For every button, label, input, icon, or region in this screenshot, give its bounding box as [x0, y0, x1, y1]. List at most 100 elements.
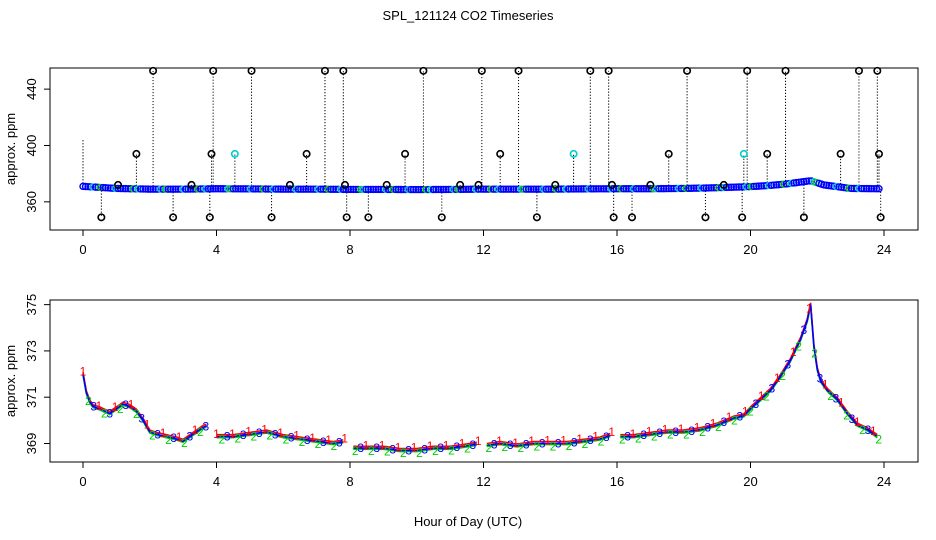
- bottom-data-symbol: 1: [790, 345, 797, 359]
- top-data-point: [206, 185, 215, 193]
- bottom-data-symbol: 3: [624, 430, 631, 444]
- top-y-axis-label: approx. ppm: [3, 113, 18, 185]
- top-data-point: [181, 185, 190, 193]
- top-data-point: [199, 185, 207, 193]
- top-data-point: [164, 185, 172, 193]
- top-data-point: [737, 183, 746, 191]
- top-data-point: [404, 185, 413, 194]
- bottom-data-symbol: 2: [715, 420, 722, 434]
- top-data-point: [534, 185, 543, 193]
- top-spike-point: [382, 180, 391, 189]
- bottom-series-line-blue: [353, 443, 477, 452]
- bottom-x-tick-label: 4: [213, 474, 220, 489]
- bottom-series-line-red: [82, 372, 207, 441]
- top-data-point: [599, 185, 608, 193]
- top-spike-point: [586, 66, 595, 75]
- top-data-point: [862, 184, 871, 193]
- top-data-point: [860, 184, 868, 193]
- top-spike-point: [132, 149, 141, 158]
- top-data-point: [685, 184, 693, 193]
- top-data-point: [216, 185, 225, 193]
- top-data-point: [247, 185, 255, 193]
- top-data-point: [710, 184, 718, 192]
- top-data-point: [619, 185, 628, 193]
- bottom-y-tick-label: 371: [24, 386, 39, 408]
- bottom-data-symbol: 1: [341, 432, 348, 446]
- top-data-point: [119, 184, 127, 193]
- bottom-data-symbol: 2: [197, 425, 204, 439]
- bottom-data-symbol: 1: [213, 427, 220, 441]
- top-data-point: [221, 185, 230, 193]
- top-data-point: [705, 184, 713, 192]
- bottom-data-symbol: 3: [469, 438, 476, 452]
- top-data-point: [777, 180, 786, 189]
- top-data-point: [196, 185, 205, 193]
- top-data-point: [204, 185, 212, 193]
- top-data-point: [549, 185, 558, 193]
- bottom-data-symbol: 1: [822, 378, 829, 392]
- top-data-point: [226, 185, 235, 193]
- bottom-data-symbol: 2: [843, 408, 850, 422]
- top-data-point: [282, 185, 290, 193]
- top-data-point: [577, 185, 585, 193]
- top-data-point: [394, 185, 403, 194]
- bottom-data-symbol: 2: [368, 444, 375, 458]
- bottom-data-symbol: 1: [379, 438, 386, 452]
- bottom-data-symbol: 1: [475, 434, 482, 448]
- bottom-data-symbol: 1: [144, 418, 151, 432]
- top-spike-point: [419, 66, 428, 75]
- bottom-series-line-red: [486, 432, 611, 445]
- bottom-data-symbol: 3: [437, 441, 444, 455]
- bottom-data-symbol: 2: [875, 432, 882, 446]
- top-data-point: [522, 185, 530, 193]
- bottom-data-symbol: 1: [694, 420, 701, 434]
- top-spike-point: [187, 180, 196, 189]
- top-data-point: [772, 181, 781, 189]
- top-data-point: [855, 184, 863, 193]
- top-data-point: [499, 185, 508, 193]
- bottom-series-line-green: [353, 444, 477, 453]
- top-data-point: [144, 185, 152, 193]
- top-data-point: [735, 183, 743, 191]
- top-data-point: [149, 185, 157, 193]
- bottom-data-symbol: 3: [704, 421, 711, 435]
- top-spike-point: [664, 149, 673, 158]
- bottom-series-line-blue: [216, 431, 344, 445]
- bottom-y-axis-label: approx. ppm: [3, 345, 18, 417]
- bottom-data-symbol: 2: [101, 407, 108, 421]
- top-data-point: [434, 185, 443, 194]
- top-data-point: [532, 185, 540, 193]
- top-data-point: [104, 184, 112, 192]
- bottom-data-symbol: 3: [138, 411, 145, 425]
- top-data-point: [191, 185, 200, 193]
- top-data-point: [166, 185, 175, 193]
- bottom-x-tick-label: 20: [743, 474, 757, 489]
- top-data-point: [850, 184, 858, 193]
- top-data-point: [629, 185, 638, 193]
- top-data-point: [314, 185, 322, 193]
- bottom-data-symbol: 3: [90, 400, 97, 414]
- top-spike-point: [474, 180, 483, 189]
- top-data-point: [302, 185, 310, 193]
- top-data-point: [154, 185, 162, 193]
- bottom-data-symbol: 3: [389, 442, 396, 456]
- top-data-point: [449, 185, 458, 194]
- bottom-data-symbol: 3: [186, 430, 193, 444]
- bottom-data-symbol: 2: [550, 439, 557, 453]
- top-data-point: [775, 180, 783, 189]
- bottom-data-symbol: 3: [405, 443, 412, 457]
- top-data-point: [439, 185, 448, 194]
- top-data-point: [269, 185, 277, 193]
- top-spike-point: [205, 213, 214, 222]
- top-data-point: [682, 184, 690, 193]
- bottom-data-symbol: 2: [795, 339, 802, 353]
- bottom-data-symbol: 1: [646, 425, 653, 439]
- top-data-point: [665, 184, 673, 193]
- top-data-point: [712, 184, 720, 192]
- top-data-point: [670, 184, 678, 193]
- top-data-point: [329, 185, 338, 193]
- top-data-point: [84, 182, 92, 191]
- top-data-point: [194, 185, 202, 193]
- top-data-point: [134, 185, 142, 193]
- bottom-data-symbol: 1: [395, 440, 402, 454]
